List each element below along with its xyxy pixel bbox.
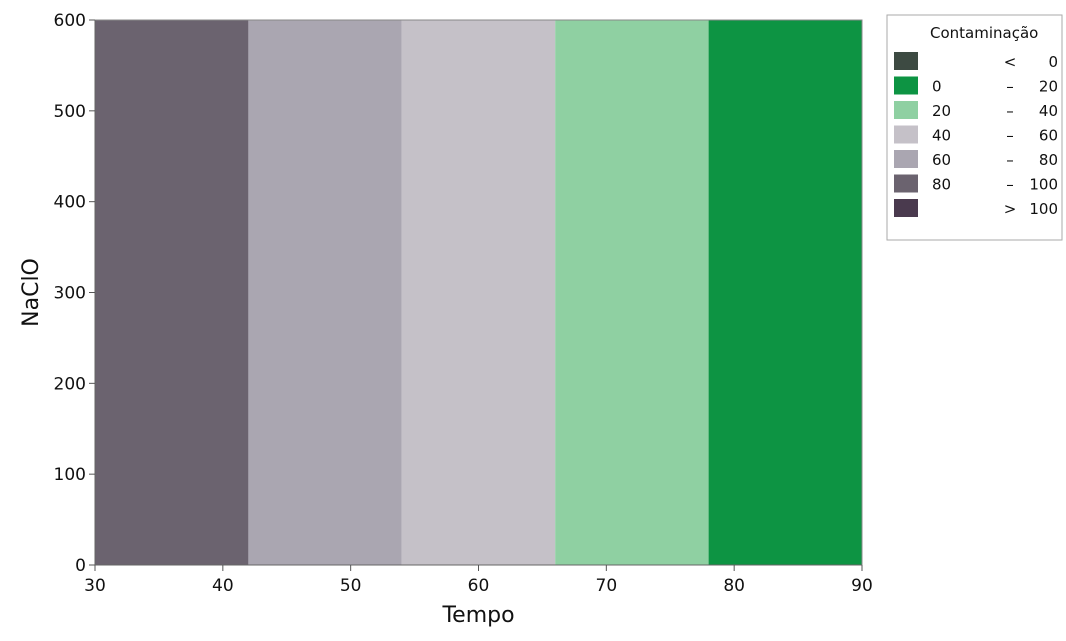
x-tick-label-0: 30	[84, 576, 106, 596]
x-axis-title: Tempo	[441, 603, 514, 628]
x-tick-label-5: 80	[723, 576, 745, 596]
y-tick-label-2: 200	[54, 374, 86, 394]
legend-title: Contaminação	[930, 24, 1038, 42]
legend-sep-4: –	[1006, 151, 1014, 169]
legend: Contaminação <00–2020–4040–6060–8080–100…	[886, 14, 1063, 241]
legend-low-5: 80	[932, 176, 951, 194]
contour-bands	[95, 20, 862, 565]
y-tick-label-6: 600	[54, 11, 86, 31]
legend-high-5: 100	[1029, 176, 1058, 194]
legend-high-3: 60	[1039, 127, 1058, 145]
x-tick-label-4: 70	[596, 576, 618, 596]
legend-low-1: 0	[932, 78, 942, 96]
y-tick-label-1: 100	[54, 465, 86, 485]
y-tick-label-3: 300	[54, 284, 86, 304]
contour-band-0	[95, 20, 249, 565]
y-tick-label-5: 500	[54, 102, 86, 122]
legend-sep-1: –	[1006, 78, 1014, 96]
legend-sep-6: >	[1004, 200, 1017, 218]
legend-low-2: 20	[932, 102, 951, 120]
legend-high-6: 100	[1029, 200, 1058, 218]
x-tick-label-6: 90	[851, 576, 873, 596]
contour-band-1	[248, 20, 402, 565]
legend-swatch-6	[894, 199, 918, 217]
contour-band-3	[555, 20, 709, 565]
legend-high-0: 0	[1048, 53, 1058, 71]
legend-high-2: 40	[1039, 102, 1058, 120]
legend-sep-2: –	[1006, 102, 1014, 120]
legend-sep-5: –	[1006, 176, 1014, 194]
y-axis: 0 100 200 300 400 500 600	[54, 11, 96, 576]
x-tick-label-3: 60	[468, 576, 490, 596]
legend-sep-3: –	[1006, 127, 1014, 145]
legend-sep-0: <	[1004, 53, 1017, 71]
x-tick-label-1: 40	[212, 576, 234, 596]
x-axis: 30 40 50 60 70 80 90	[84, 564, 873, 596]
y-tick-label-0: 0	[75, 556, 86, 576]
legend-swatch-2	[894, 101, 918, 119]
legend-low-3: 40	[932, 127, 951, 145]
legend-swatch-0	[894, 52, 918, 70]
legend-high-4: 80	[1039, 151, 1058, 169]
y-axis-title: NaClO	[19, 258, 44, 327]
legend-high-1: 20	[1039, 78, 1058, 96]
legend-swatch-5	[894, 174, 918, 193]
x-tick-label-2: 50	[340, 576, 362, 596]
legend-low-4: 60	[932, 151, 951, 169]
legend-swatch-1	[894, 76, 918, 95]
contour-band-2	[401, 20, 556, 565]
legend-swatch-4	[894, 150, 918, 168]
y-tick-label-4: 400	[54, 193, 86, 213]
legend-swatch-3	[894, 125, 918, 144]
contour-band-4	[708, 20, 862, 565]
